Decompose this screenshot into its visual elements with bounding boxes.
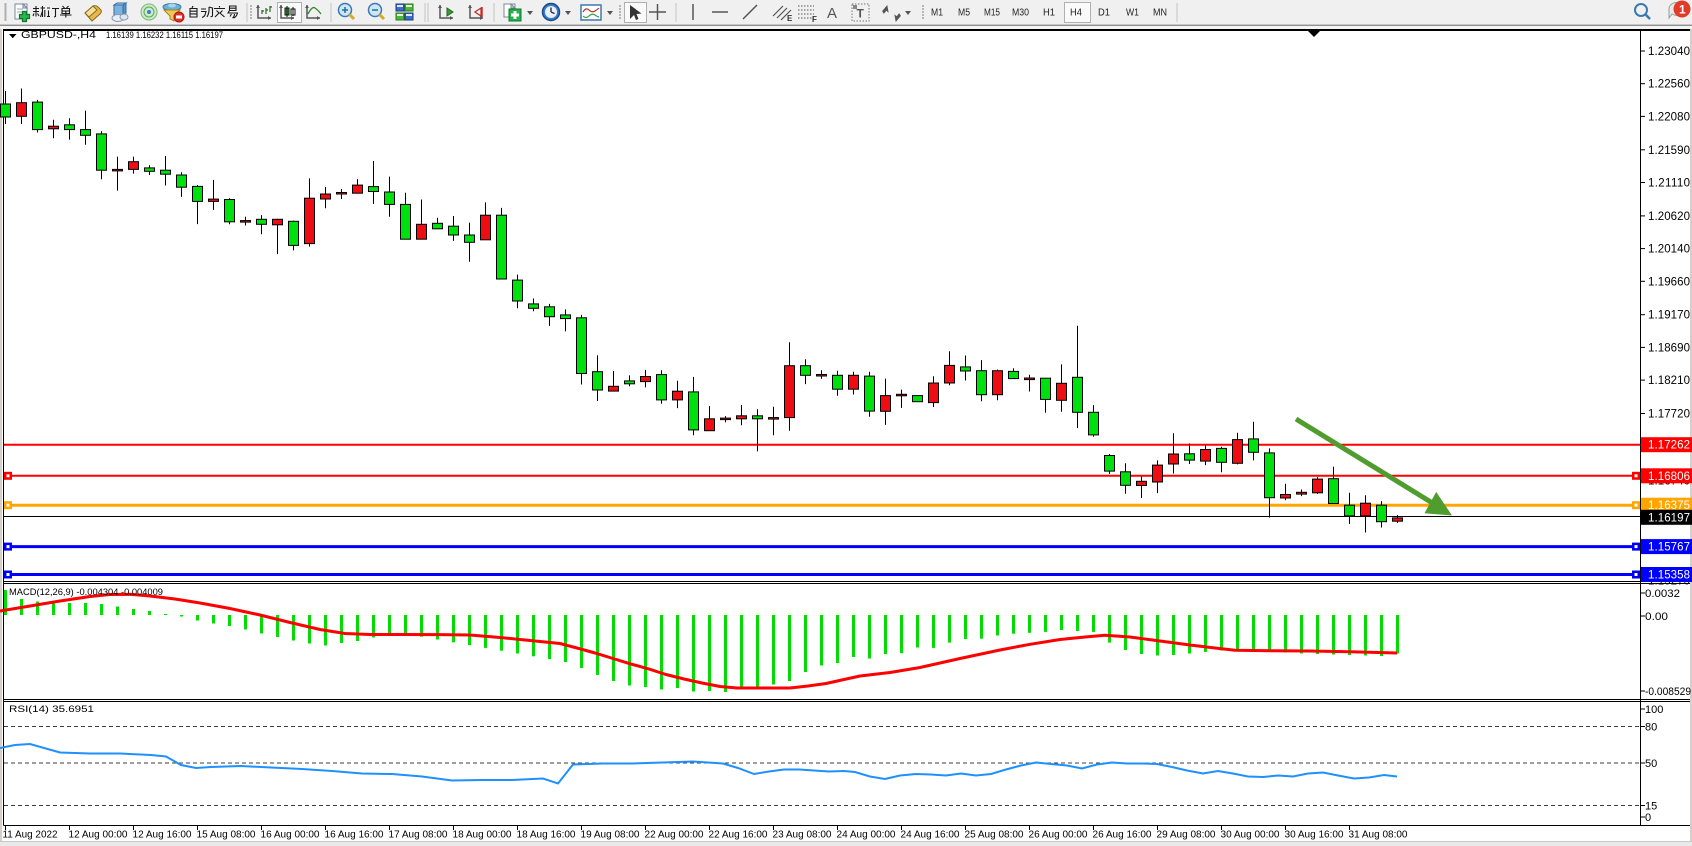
svg-text:MN: MN [1153,8,1167,19]
svg-text:1: 1 [1679,3,1686,17]
svg-text:24 Aug 16:00: 24 Aug 16:00 [901,829,960,841]
svg-text:MACD(12,26,9) -0.004304 -0.004: MACD(12,26,9) -0.004304 -0.004009 [9,587,163,598]
svg-text:1.18210: 1.18210 [1648,375,1690,387]
svg-text:1.16806: 1.16806 [1648,471,1690,483]
svg-text:25 Aug 08:00: 25 Aug 08:00 [965,829,1024,841]
svg-text:16 Aug 00:00: 16 Aug 00:00 [261,829,320,841]
svg-text:E: E [787,14,793,23]
svg-text:-0.008529: -0.008529 [1645,686,1691,698]
svg-text:29 Aug 08:00: 29 Aug 08:00 [1157,829,1216,841]
svg-text:1.23040: 1.23040 [1648,46,1690,58]
svg-text:1.20140: 1.20140 [1648,244,1690,256]
svg-text:RSI(14) 35.6951: RSI(14) 35.6951 [9,704,94,715]
svg-text:23 Aug 08:00: 23 Aug 08:00 [773,829,832,841]
svg-text:0.00: 0.00 [1645,611,1668,623]
svg-text:H4: H4 [1070,8,1082,19]
svg-text:31 Aug 08:00: 31 Aug 08:00 [1349,829,1408,841]
svg-text:W1: W1 [1126,8,1139,19]
svg-text:1.16139 1.16232 1.16115 1.1619: 1.16139 1.16232 1.16115 1.16197 [106,30,223,40]
svg-text:16 Aug 16:00: 16 Aug 16:00 [325,829,384,841]
svg-text:18 Aug 00:00: 18 Aug 00:00 [453,829,512,841]
svg-text:15: 15 [1645,801,1657,813]
svg-text:17 Aug 08:00: 17 Aug 08:00 [389,829,448,841]
svg-text:1.20620: 1.20620 [1648,211,1690,223]
svg-text:M30: M30 [1012,8,1029,19]
svg-text:15 Aug 08:00: 15 Aug 08:00 [197,829,256,841]
svg-text:1.21110: 1.21110 [1648,178,1690,190]
svg-text:100: 100 [1645,704,1663,716]
svg-text:1.15358: 1.15358 [1648,570,1690,582]
svg-text:30 Aug 16:00: 30 Aug 16:00 [1285,829,1344,841]
svg-text:1.16375: 1.16375 [1648,500,1690,512]
svg-text:19 Aug 08:00: 19 Aug 08:00 [581,829,640,841]
svg-text:1.16197: 1.16197 [1648,512,1690,524]
svg-text:1.19170: 1.19170 [1648,310,1690,322]
svg-text:1.18690: 1.18690 [1648,342,1690,354]
svg-text:M1: M1 [931,8,943,19]
svg-text:1.15767: 1.15767 [1648,542,1690,554]
svg-text:26 Aug 00:00: 26 Aug 00:00 [1029,829,1088,841]
svg-text:1.21590: 1.21590 [1648,145,1690,157]
svg-text:18 Aug 16:00: 18 Aug 16:00 [517,829,576,841]
svg-text:A: A [827,5,837,22]
svg-text:50: 50 [1645,758,1657,770]
svg-text:80: 80 [1645,722,1657,734]
svg-text:12 Aug 16:00: 12 Aug 16:00 [133,829,192,841]
svg-text:0.0032: 0.0032 [1645,588,1680,600]
svg-text:30 Aug 00:00: 30 Aug 00:00 [1221,829,1280,841]
svg-text:1.17720: 1.17720 [1648,409,1690,421]
svg-text:22 Aug 16:00: 22 Aug 16:00 [709,829,768,841]
svg-text:1.22560: 1.22560 [1648,79,1690,91]
svg-text:26 Aug 16:00: 26 Aug 16:00 [1093,829,1152,841]
svg-text:M15: M15 [984,8,1000,19]
svg-text:22 Aug 00:00: 22 Aug 00:00 [645,829,704,841]
svg-text:1.19660: 1.19660 [1648,276,1690,288]
svg-text:D1: D1 [1098,8,1110,19]
svg-text:H1: H1 [1043,8,1055,19]
svg-text:1.22080: 1.22080 [1648,111,1690,123]
svg-text:GBPUSD-,H4: GBPUSD-,H4 [21,30,97,41]
svg-text:12 Aug 00:00: 12 Aug 00:00 [69,829,128,841]
svg-text:M5: M5 [958,8,970,19]
svg-text:1.17262: 1.17262 [1648,440,1690,452]
svg-text:0: 0 [1645,812,1651,824]
svg-text:F: F [812,15,817,24]
svg-text:24 Aug 00:00: 24 Aug 00:00 [837,829,896,841]
svg-text:T: T [857,7,865,21]
svg-text:11 Aug 2022: 11 Aug 2022 [3,829,58,841]
